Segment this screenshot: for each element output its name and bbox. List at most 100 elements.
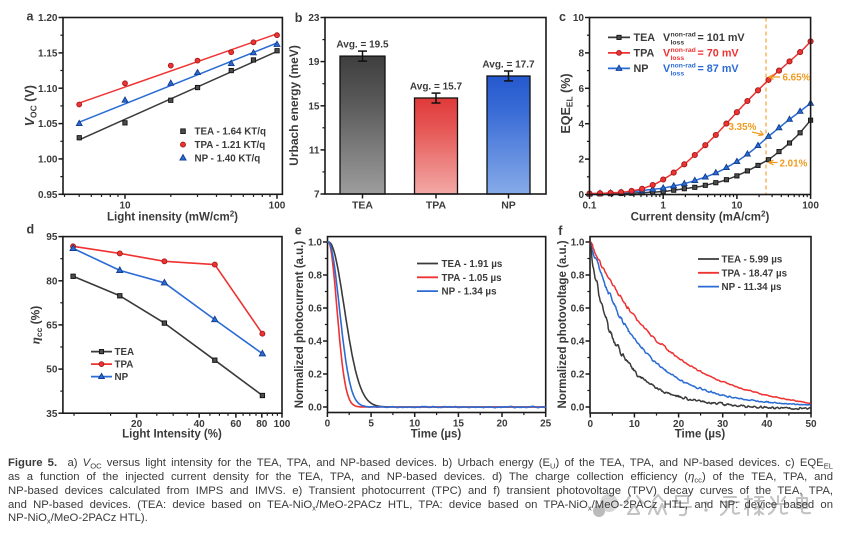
svg-text:V: V xyxy=(663,48,671,60)
svg-text:95: 95 xyxy=(46,232,58,243)
svg-text:100: 100 xyxy=(802,201,819,212)
svg-text:V: V xyxy=(663,63,671,75)
svg-text:11: 11 xyxy=(309,146,320,157)
svg-text:NP: NP xyxy=(115,372,129,383)
svg-text:5: 5 xyxy=(368,419,374,430)
svg-text:60: 60 xyxy=(230,419,242,430)
svg-text:1.15: 1.15 xyxy=(38,49,58,60)
svg-text:6.65%: 6.65% xyxy=(783,73,811,84)
svg-text:50: 50 xyxy=(805,419,817,430)
svg-text:6: 6 xyxy=(578,84,584,95)
svg-text:Time (µs): Time (µs) xyxy=(411,429,462,441)
svg-text:Avg. = 19.5: Avg. = 19.5 xyxy=(336,40,389,51)
svg-text:30: 30 xyxy=(717,419,729,430)
svg-text:V: V xyxy=(663,32,671,44)
svg-text:1.10: 1.10 xyxy=(38,84,58,95)
svg-text:0.6: 0.6 xyxy=(308,304,322,315)
svg-text:4: 4 xyxy=(578,119,584,130)
svg-text:c: c xyxy=(559,10,566,24)
svg-text:25: 25 xyxy=(540,419,552,430)
svg-text:a: a xyxy=(27,9,35,23)
svg-text:1.20: 1.20 xyxy=(38,13,58,24)
svg-text:80: 80 xyxy=(46,276,58,287)
svg-text:1.0: 1.0 xyxy=(571,238,585,249)
svg-text:7: 7 xyxy=(314,190,320,201)
svg-text:NP - 1.34 µs: NP - 1.34 µs xyxy=(442,287,498,298)
svg-text:TPA: TPA xyxy=(426,200,447,212)
svg-text:non-rad: non-rad xyxy=(671,62,696,69)
svg-text:40: 40 xyxy=(194,419,206,430)
svg-text:100: 100 xyxy=(274,419,291,430)
svg-text:80: 80 xyxy=(256,419,268,430)
svg-text:50: 50 xyxy=(46,365,58,376)
svg-text:NP: NP xyxy=(634,63,649,75)
svg-text:TEA - 5.99 µs: TEA - 5.99 µs xyxy=(722,255,783,266)
svg-text:1.0: 1.0 xyxy=(308,238,322,249)
svg-text:non-rad: non-rad xyxy=(671,47,696,54)
svg-text:15: 15 xyxy=(453,419,465,430)
svg-text:8: 8 xyxy=(578,49,584,60)
svg-text:TPA - 1.21 KT/q: TPA - 1.21 KT/q xyxy=(195,140,266,151)
svg-text:20: 20 xyxy=(496,419,508,430)
svg-text:non-rad: non-rad xyxy=(671,31,696,38)
svg-text:0.8: 0.8 xyxy=(308,271,322,282)
svg-text:2: 2 xyxy=(578,155,584,166)
svg-text:Avg. = 17.7: Avg. = 17.7 xyxy=(482,60,535,71)
svg-text:10: 10 xyxy=(119,200,131,211)
svg-text:TEA: TEA xyxy=(352,200,373,212)
svg-text:2.01%: 2.01% xyxy=(780,159,808,170)
svg-text:10: 10 xyxy=(731,201,743,212)
svg-text:1.00: 1.00 xyxy=(38,155,58,166)
svg-text:35: 35 xyxy=(46,409,58,420)
svg-text:0.1: 0.1 xyxy=(583,201,597,212)
svg-text:0.4: 0.4 xyxy=(308,337,322,348)
svg-text:1.05: 1.05 xyxy=(38,119,58,130)
svg-text:d: d xyxy=(27,223,35,237)
svg-text:1: 1 xyxy=(660,201,666,212)
svg-text:100: 100 xyxy=(269,200,286,211)
svg-text:0: 0 xyxy=(578,190,584,201)
svg-text:0.0: 0.0 xyxy=(571,403,585,414)
svg-text:20: 20 xyxy=(131,419,143,430)
svg-text:TEA - 1.64 KT/q: TEA - 1.64 KT/q xyxy=(195,127,267,138)
svg-text:= 101 mV: = 101 mV xyxy=(698,32,746,44)
svg-text:loss: loss xyxy=(671,55,685,62)
svg-text:loss: loss xyxy=(671,40,685,47)
svg-text:Urbach energy (meV): Urbach energy (meV) xyxy=(287,45,301,166)
svg-text:TPA: TPA xyxy=(115,360,134,371)
svg-text:TPA - 18.47 µs: TPA - 18.47 µs xyxy=(722,268,788,279)
svg-text:0.95: 0.95 xyxy=(38,190,58,201)
svg-text:Avg. = 15.7: Avg. = 15.7 xyxy=(410,82,463,93)
svg-text:10: 10 xyxy=(629,419,641,430)
svg-text:19: 19 xyxy=(308,57,320,68)
svg-text:TEA: TEA xyxy=(115,347,135,358)
svg-text:65: 65 xyxy=(46,321,58,332)
svg-text:10: 10 xyxy=(409,419,421,430)
svg-text:10: 10 xyxy=(573,13,585,24)
svg-text:NP - 1.40 KT/q: NP - 1.40 KT/q xyxy=(195,154,261,165)
svg-text:f: f xyxy=(558,224,563,238)
svg-text:0.0: 0.0 xyxy=(308,403,322,414)
svg-text:Light Intensity (%): Light Intensity (%) xyxy=(122,429,222,441)
svg-text:= 70 mV: = 70 mV xyxy=(698,48,740,60)
svg-text:ηcc (%): ηcc (%) xyxy=(28,306,45,345)
svg-text:20: 20 xyxy=(673,419,685,430)
svg-text:0.2: 0.2 xyxy=(571,370,585,381)
svg-text:NP - 11.34 µs: NP - 11.34 µs xyxy=(722,282,782,293)
svg-text:TPA: TPA xyxy=(634,48,655,60)
svg-text:EQEEL (%): EQEEL (%) xyxy=(559,73,575,133)
svg-text:TEA: TEA xyxy=(634,32,656,44)
svg-text:Current density (mA/cm2): Current density (mA/cm2) xyxy=(631,210,770,224)
svg-text:0.8: 0.8 xyxy=(571,271,585,282)
svg-text:VOC (V): VOC (V) xyxy=(23,85,39,126)
svg-text:e: e xyxy=(295,224,302,238)
svg-text:TPA - 1.05 µs: TPA - 1.05 µs xyxy=(442,273,503,284)
svg-text:0: 0 xyxy=(588,419,594,430)
svg-text:Normalized photovoltage (a.u.): Normalized photovoltage (a.u.) xyxy=(557,240,569,408)
svg-text:23: 23 xyxy=(308,13,320,24)
svg-text:= 87 mV: = 87 mV xyxy=(698,63,740,75)
svg-text:0: 0 xyxy=(325,419,331,430)
svg-text:15: 15 xyxy=(308,101,320,112)
svg-text:Light inensity (mW/cm2): Light inensity (mW/cm2) xyxy=(107,210,238,224)
svg-text:b: b xyxy=(295,11,303,25)
